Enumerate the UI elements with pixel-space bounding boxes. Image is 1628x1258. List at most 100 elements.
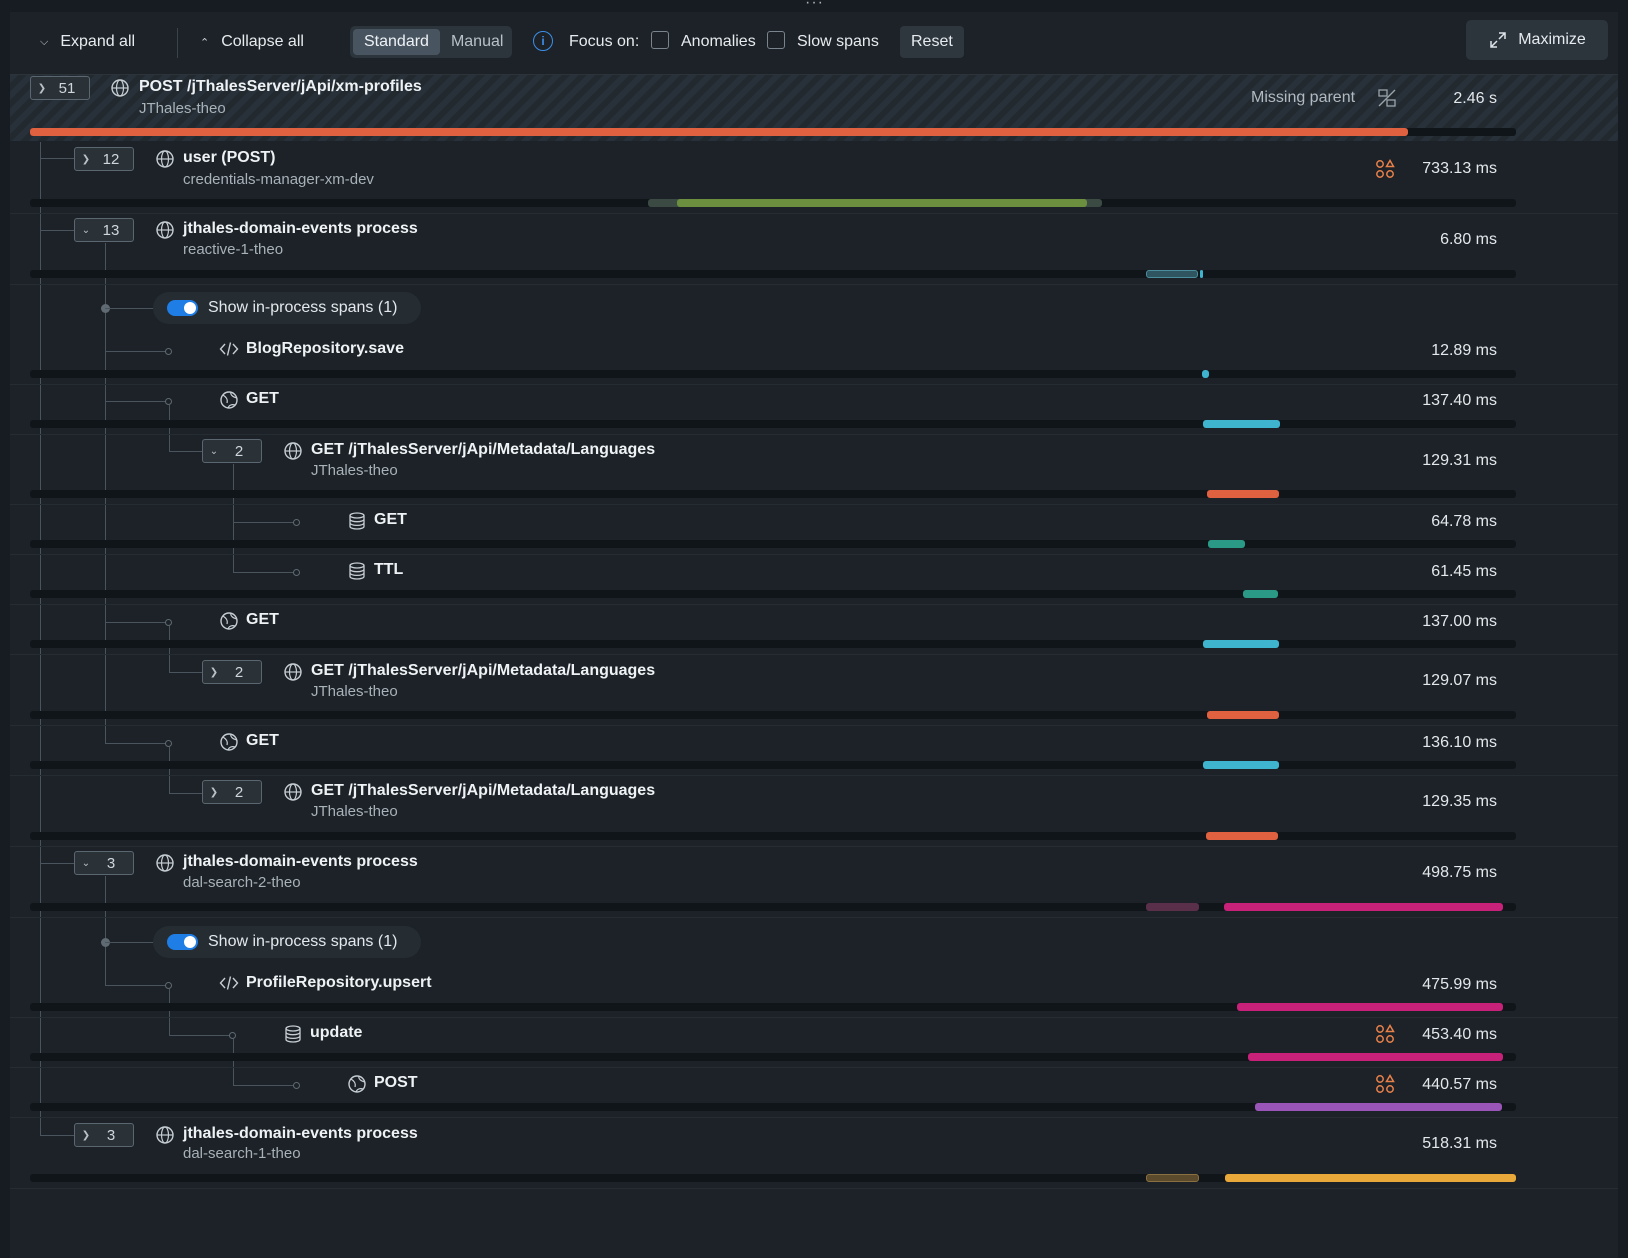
span-name[interactable]: update — [310, 1024, 363, 1041]
globe-icon — [111, 79, 129, 97]
span-name[interactable]: GET — [246, 611, 279, 628]
span-bar — [1255, 1103, 1502, 1111]
span-name[interactable]: GET /jThalesServer/jApi/Metadata/Languag… — [311, 782, 656, 799]
span-name[interactable]: TTL — [374, 561, 404, 578]
focus-on-label: Focus on: — [569, 33, 640, 50]
chevron-down-icon: ⌄ — [81, 224, 91, 236]
span-track — [30, 640, 1516, 648]
span-duration: 129.07 ms — [1422, 672, 1497, 689]
span-name[interactable]: GET /jThalesServer/jApi/Metadata/Languag… — [311, 662, 656, 679]
span-duration: 12.89 ms — [1431, 342, 1497, 359]
span-duration: 475.99 ms — [1422, 976, 1497, 993]
span-duration: 136.10 ms — [1422, 734, 1497, 751]
span-name[interactable]: ProfileRepository.upsert — [246, 974, 432, 991]
globe-icon — [156, 1126, 174, 1144]
span-expand-badge[interactable]: ❯ 3 — [74, 1123, 134, 1147]
missing-parent-label: Missing parent — [1251, 89, 1356, 106]
span-track — [30, 903, 1516, 911]
trace-waterfall-panel: ⌵ Expand all ⌃ Collapse all Standard Man… — [10, 12, 1618, 1258]
drag-handle[interactable]: ··· — [805, 0, 824, 11]
span-duration: 733.13 ms — [1422, 160, 1497, 177]
span-name[interactable]: user (POST) — [183, 149, 276, 166]
span-track — [30, 540, 1516, 548]
show-in-process-spans-toggle[interactable]: Show in-process spans (1) — [153, 292, 422, 324]
toggle-switch[interactable] — [167, 300, 198, 316]
anomalies-label[interactable]: Anomalies — [681, 33, 756, 50]
root-expand-badge[interactable]: ❯ 51 — [30, 76, 90, 100]
span-expand-badge[interactable]: ❯ 2 — [202, 660, 262, 684]
chevron-right-icon: ❯ — [81, 153, 91, 165]
toggle-switch[interactable] — [167, 934, 198, 950]
span-expand-badge[interactable]: ❯ 2 — [202, 780, 262, 804]
span-name[interactable]: GET /jThalesServer/jApi/Metadata/Languag… — [311, 441, 656, 458]
missing-parent-icon — [1378, 89, 1396, 107]
span-name[interactable]: jthales-domain-events process — [183, 220, 418, 237]
span-name[interactable]: POST — [374, 1074, 418, 1091]
span-name[interactable]: BlogRepository.save — [246, 340, 404, 357]
span-track — [30, 1053, 1516, 1061]
span-bar — [1203, 640, 1279, 648]
anomaly-icon[interactable] — [1374, 1023, 1396, 1045]
collapse-all-button[interactable]: ⌃ Collapse all — [200, 33, 304, 50]
slow-spans-checkbox[interactable] — [767, 31, 785, 49]
span-name[interactable]: GET — [246, 732, 279, 749]
span-bar — [1243, 590, 1278, 598]
globe-outbound-icon — [220, 733, 238, 751]
span-track — [30, 711, 1516, 719]
maximize-button[interactable]: Maximize — [1466, 20, 1608, 60]
span-track — [30, 490, 1516, 498]
chevron-right-icon: ❯ — [81, 1129, 91, 1141]
span-bar — [1200, 270, 1203, 278]
span-track — [30, 1003, 1516, 1011]
span-bar — [1225, 1174, 1516, 1182]
span-expand-badge[interactable]: ⌄ 13 — [74, 218, 134, 242]
span-track — [30, 832, 1516, 840]
span-bar — [1248, 1053, 1503, 1061]
expand-all-button[interactable]: ⌵ Expand all — [40, 33, 136, 50]
span-bar — [1202, 370, 1209, 378]
span-expand-badge[interactable]: ⌄ 2 — [202, 439, 262, 463]
database-icon — [349, 512, 365, 530]
span-duration: 440.57 ms — [1422, 1076, 1497, 1093]
root-span-track — [30, 128, 1516, 136]
globe-outbound-icon — [348, 1075, 366, 1093]
span-expand-badge[interactable]: ⌄ 3 — [74, 851, 134, 875]
root-span-service: JThales-theo — [139, 100, 226, 117]
root-span-bar — [30, 128, 1408, 136]
anomalies-checkbox[interactable] — [651, 31, 669, 49]
globe-icon — [156, 221, 174, 239]
show-in-process-spans-toggle[interactable]: Show in-process spans (1) — [153, 926, 422, 958]
span-duration: 453.40 ms — [1422, 1026, 1497, 1043]
span-name[interactable]: GET — [374, 511, 407, 528]
globe-outbound-icon — [220, 391, 238, 409]
span-track — [30, 370, 1516, 378]
span-name[interactable]: GET — [246, 390, 279, 407]
chevron-right-icon: ❯ — [37, 82, 47, 94]
toolbar: ⌵ Expand all ⌃ Collapse all Standard Man… — [10, 12, 1618, 75]
span-bar — [1224, 903, 1503, 911]
view-standard-option[interactable]: Standard — [353, 29, 440, 55]
database-icon — [285, 1025, 301, 1043]
span-track — [30, 1174, 1516, 1182]
span-service: dal-search-1-theo — [183, 1145, 301, 1162]
span-duration: 498.75 ms — [1422, 864, 1497, 881]
anomaly-icon[interactable] — [1374, 158, 1396, 180]
span-bar — [677, 199, 1087, 207]
span-duration: 6.80 ms — [1440, 231, 1497, 248]
span-track — [30, 199, 1516, 207]
info-icon[interactable]: i — [533, 31, 553, 51]
span-name[interactable]: jthales-domain-events process — [183, 853, 418, 870]
span-service: credentials-manager-xm-dev — [183, 171, 374, 188]
globe-icon — [284, 442, 302, 460]
view-mode-toggle: Standard Manual — [350, 26, 512, 58]
view-manual-option[interactable]: Manual — [450, 33, 504, 50]
chevron-right-icon: ❯ — [209, 786, 219, 798]
span-name[interactable]: jthales-domain-events process — [183, 1125, 418, 1142]
chevron-up-icon: ⌃ — [200, 36, 210, 49]
span-expand-badge[interactable]: ❯ 12 — [74, 147, 134, 171]
slow-spans-label[interactable]: Slow spans — [797, 33, 879, 50]
span-service: JThales-theo — [311, 462, 398, 479]
anomaly-icon[interactable] — [1374, 1073, 1396, 1095]
reset-button[interactable]: Reset — [900, 26, 964, 58]
span-track — [30, 590, 1516, 598]
